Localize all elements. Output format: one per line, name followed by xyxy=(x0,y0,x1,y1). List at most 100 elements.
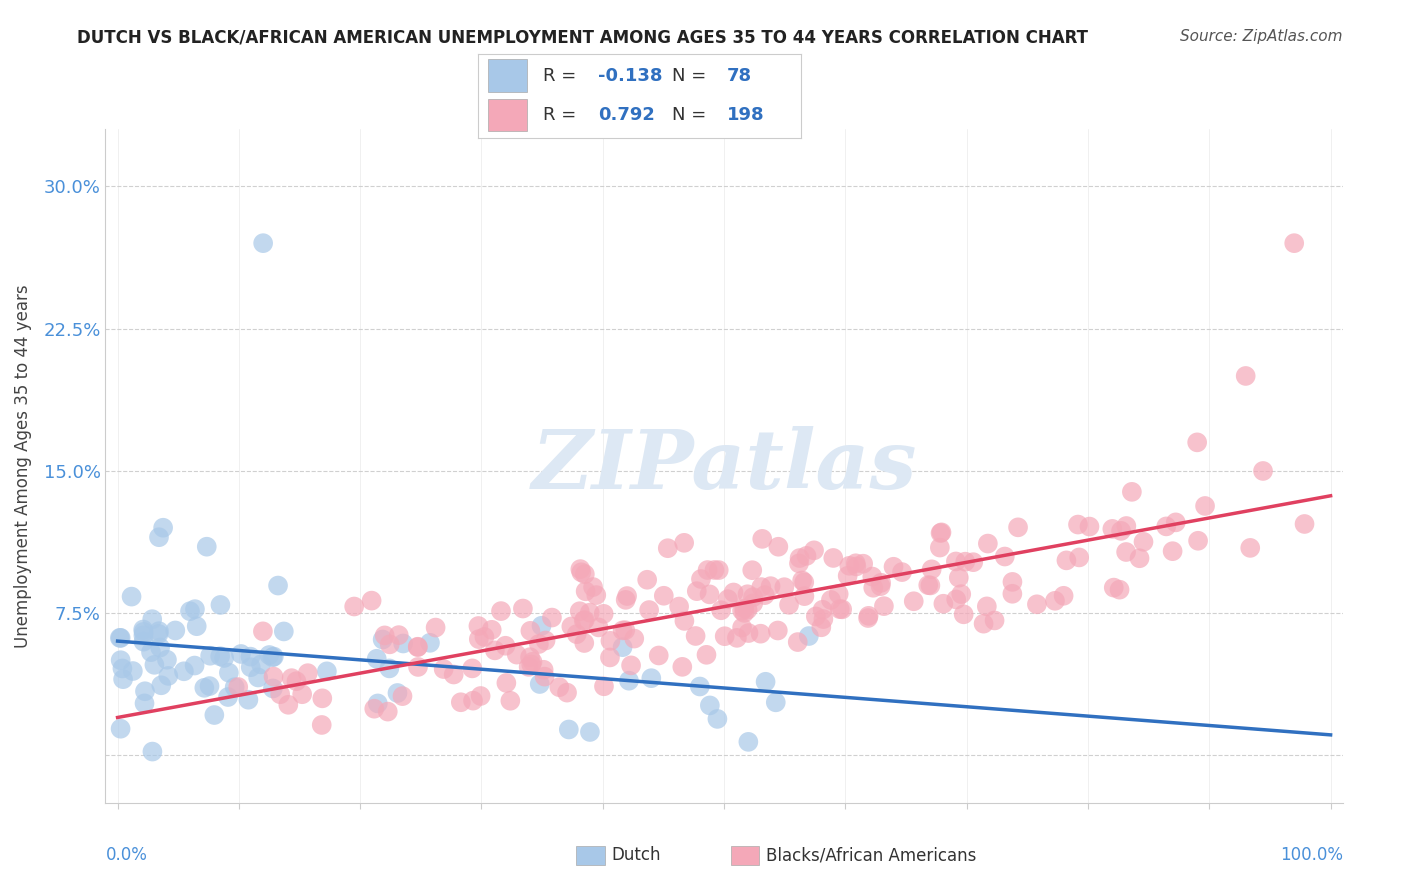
Point xyxy=(699,698,721,713)
Point xyxy=(239,649,262,664)
Point xyxy=(582,580,605,594)
Point xyxy=(599,650,621,665)
Point xyxy=(1078,519,1101,533)
Point xyxy=(343,599,366,614)
Point xyxy=(183,658,205,673)
Point xyxy=(620,658,643,673)
Point xyxy=(837,569,859,583)
Point xyxy=(239,660,262,674)
Point xyxy=(1115,545,1137,559)
Point xyxy=(311,691,333,706)
Point xyxy=(1043,594,1066,608)
Point xyxy=(673,614,696,628)
Point xyxy=(280,671,302,685)
Point xyxy=(141,745,163,759)
Point xyxy=(186,619,208,633)
Point xyxy=(994,549,1017,564)
Point xyxy=(1108,582,1130,597)
Point xyxy=(519,624,541,638)
Point xyxy=(495,676,517,690)
Point xyxy=(612,624,634,638)
Point xyxy=(173,665,195,679)
Point xyxy=(652,589,675,603)
Point xyxy=(1128,551,1150,566)
Point xyxy=(754,588,776,602)
Point xyxy=(522,655,544,669)
Point xyxy=(579,725,602,739)
Point xyxy=(811,603,834,617)
Point xyxy=(858,608,880,623)
Point xyxy=(1185,435,1208,450)
Point xyxy=(238,692,260,706)
Text: 100.0%: 100.0% xyxy=(1279,846,1343,863)
Point xyxy=(725,631,748,645)
Point xyxy=(977,536,1000,550)
Point xyxy=(139,645,162,659)
Point xyxy=(1001,587,1024,601)
Point xyxy=(616,589,638,603)
Point xyxy=(259,648,281,662)
Point xyxy=(668,599,690,614)
Point xyxy=(371,632,394,647)
Point xyxy=(530,619,553,633)
Point xyxy=(470,689,492,703)
Point xyxy=(707,563,730,577)
Point xyxy=(1109,524,1132,538)
Point xyxy=(285,674,308,689)
Point xyxy=(218,665,240,680)
Point xyxy=(425,621,447,635)
Point xyxy=(1121,484,1143,499)
Point xyxy=(617,673,640,688)
Point xyxy=(575,584,598,599)
Point xyxy=(533,670,555,684)
Point xyxy=(793,589,815,603)
Point xyxy=(273,624,295,639)
Point xyxy=(696,563,718,577)
Point xyxy=(534,633,557,648)
Point xyxy=(768,540,790,554)
Point xyxy=(614,592,637,607)
Point xyxy=(962,555,984,569)
Point xyxy=(267,578,290,592)
Point xyxy=(759,579,782,593)
Point xyxy=(263,669,285,683)
Point xyxy=(360,593,382,607)
Point xyxy=(917,578,939,592)
Point xyxy=(212,651,235,665)
Point xyxy=(593,679,616,693)
Point xyxy=(749,580,772,594)
Point xyxy=(165,624,187,638)
Point xyxy=(148,624,170,639)
Point xyxy=(737,587,759,601)
Point xyxy=(873,599,896,614)
Point xyxy=(948,571,970,585)
Point xyxy=(461,693,484,707)
Point xyxy=(828,602,851,616)
Point xyxy=(555,685,578,699)
Point xyxy=(803,543,825,558)
Point xyxy=(179,604,201,618)
Point xyxy=(489,604,512,618)
Point xyxy=(143,657,166,672)
Point xyxy=(202,708,225,723)
Point xyxy=(689,680,711,694)
Point xyxy=(638,603,661,617)
Point xyxy=(406,640,429,654)
FancyBboxPatch shape xyxy=(488,60,527,92)
Point xyxy=(226,680,249,694)
Point xyxy=(193,681,215,695)
Point xyxy=(519,650,541,665)
Point xyxy=(869,579,891,593)
Point xyxy=(1102,581,1125,595)
Point xyxy=(823,551,845,566)
Point xyxy=(955,555,977,569)
Point xyxy=(569,562,592,576)
Point xyxy=(640,671,662,685)
Point xyxy=(110,722,132,736)
Point xyxy=(592,607,614,621)
Point xyxy=(269,687,291,701)
Point xyxy=(184,602,207,616)
Point xyxy=(443,667,465,681)
Point xyxy=(636,573,658,587)
Text: 0.0%: 0.0% xyxy=(105,846,148,863)
